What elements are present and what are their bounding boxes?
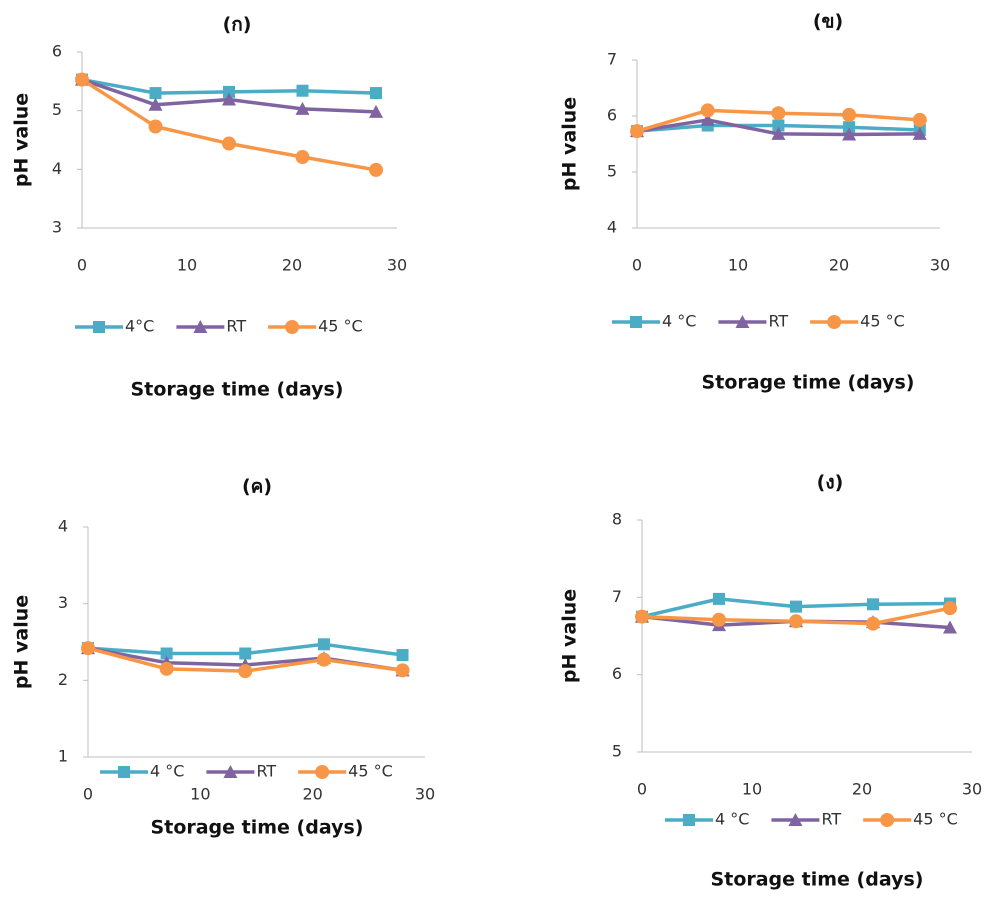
legend-label: RT [768,312,788,331]
marker [842,108,856,122]
x-tick-label: 10 [742,780,762,799]
y-tick-label: 1 [58,747,68,766]
legend-label: 45 °C [318,317,363,336]
y-tick-label: 7 [612,587,622,606]
chart-title: (ง) [817,472,844,494]
marker [296,150,310,164]
y-tick-label: 6 [612,664,622,683]
chart-title: (ข) [813,11,843,33]
marker [913,113,927,127]
marker [239,648,251,660]
marker [713,593,725,605]
marker [789,614,803,628]
y-tick-label: 5 [607,162,617,181]
marker [75,73,89,87]
x-axis-label: Storage time (days) [131,379,344,401]
marker [222,137,236,151]
y-axis-label: pH value [559,589,581,683]
y-axis-label: pH value [11,595,33,689]
x-tick-label: 10 [190,785,210,804]
marker [149,120,163,134]
marker [315,765,329,779]
chart-panel: (ง) pH value Storage time (days) 5 6 7 8 0 10 20 3… [559,472,983,891]
marker [317,653,331,667]
marker [701,103,715,117]
x-tick-label: 30 [387,256,407,275]
x-tick-label: 30 [930,256,950,275]
marker [369,163,383,177]
x-axis-label: Storage time (days) [702,372,915,394]
figure: (ก)pH valueStorage time (days)3456010203… [0,0,995,924]
legend-label: 45 °C [860,312,905,331]
marker [297,85,309,97]
legend-label: RT [256,762,276,781]
marker [285,320,299,334]
y-axis-label: pH value [11,93,33,187]
marker [771,106,785,120]
marker [318,638,330,650]
chart-panel: (ก) pH value Storage time (days) 3 4 5 6 0 10 20 3… [11,14,408,401]
legend-label: 45 °C [913,810,958,829]
x-tick-label: 0 [83,785,93,804]
x-tick-label: 30 [415,785,435,804]
marker [118,766,130,778]
legend-label: 4 °C [662,312,696,331]
x-tick-label: 10 [728,256,748,275]
marker [81,641,95,655]
y-tick-label: 6 [607,106,617,125]
y-tick-label: 4 [607,218,617,237]
marker [630,124,644,138]
y-tick-label: 7 [607,50,617,69]
chart-panel: (ค) pH value Storage time (days) 1 2 3 4 0 10 20 3… [11,476,436,839]
x-axis-label: Storage time (days) [711,869,924,891]
chart-title: (ค) [242,476,272,498]
marker [635,610,649,624]
marker [827,315,841,329]
y-tick-label: 5 [52,100,62,119]
legend-label: RT [226,317,246,336]
legend-label: 4°C [125,317,154,336]
marker [866,617,880,631]
x-axis-label: Storage time (days) [151,817,364,839]
y-tick-label: 3 [58,593,68,612]
marker [943,601,957,615]
y-tick-label: 3 [52,218,62,237]
x-tick-label: 20 [302,785,322,804]
marker [790,601,802,613]
x-tick-label: 30 [962,780,982,799]
marker [712,613,726,627]
marker [396,663,410,677]
marker [370,87,382,99]
y-tick-label: 5 [612,742,622,761]
x-tick-label: 0 [637,780,647,799]
legend-label: RT [821,810,841,829]
marker [867,598,879,610]
legend-label: 4 °C [715,810,749,829]
y-axis-label: pH value [559,97,581,191]
y-tick-label: 2 [58,670,68,689]
marker [630,316,642,328]
y-tick-label: 4 [58,517,68,536]
marker [683,814,695,826]
y-tick-label: 4 [52,159,62,178]
marker [397,649,409,661]
legend-label: 45 °C [348,762,393,781]
chart-title: (ก) [223,14,252,36]
x-tick-label: 10 [177,256,197,275]
x-tick-label: 20 [282,256,302,275]
marker [93,321,105,333]
x-tick-label: 20 [829,256,849,275]
marker [150,87,162,99]
x-tick-label: 20 [852,780,872,799]
x-tick-label: 0 [77,256,87,275]
y-tick-label: 8 [612,510,622,529]
x-tick-label: 0 [632,256,642,275]
chart-panel: (ข) pH value Storage time (days) 4 5 6 7 0 10 20 3… [559,11,951,394]
marker [160,662,174,676]
marker [238,664,252,678]
marker [880,813,894,827]
y-tick-label: 6 [52,42,62,61]
legend-label: 4 °C [150,762,184,781]
